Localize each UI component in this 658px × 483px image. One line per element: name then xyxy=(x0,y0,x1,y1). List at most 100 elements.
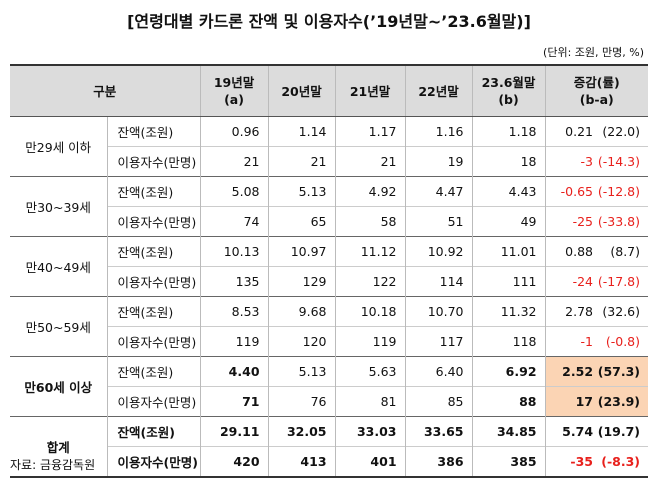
header-text: (a) xyxy=(224,92,244,107)
value-cell: 117 xyxy=(404,326,473,357)
rate-cell: (-14.3) xyxy=(595,146,649,177)
header-text: (b-a) xyxy=(579,92,614,107)
header-text: 20년말 xyxy=(281,83,322,99)
change-cell: 17 xyxy=(544,386,596,417)
row-item: 이용자수(만명) xyxy=(106,266,201,297)
value-cell: 11.32 xyxy=(471,296,546,327)
data-row: 만60세 이상 잔액(조원) 4.40 5.13 5.63 6.40 6.92 2.52 (57… xyxy=(10,356,649,417)
value-cell: 34.85 xyxy=(471,416,546,447)
value-cell: 8.53 xyxy=(199,296,269,327)
value-cell: 5.13 xyxy=(267,356,336,387)
value-cell: 74 xyxy=(199,206,269,237)
value-cell: 111 xyxy=(471,266,546,297)
value-cell: 385 xyxy=(471,446,546,478)
value-cell: 49 xyxy=(471,206,546,237)
value-cell: 21 xyxy=(267,146,336,177)
value-cell: 10.97 xyxy=(267,236,336,267)
value-cell: 51 xyxy=(404,206,473,237)
data-row: 합계 잔액(조원) 29.11 32.05 33.03 33.65 34.85 5.74 (19… xyxy=(10,416,649,478)
value-cell: 6.92 xyxy=(471,356,546,387)
change-cell: -3 xyxy=(544,146,596,177)
data-row: 이용자수(만명) 420 413 401 386 385 -35 (-8.3) xyxy=(10,446,649,478)
value-cell: 4.43 xyxy=(471,176,546,207)
value-cell: 85 xyxy=(404,386,473,417)
value-cell: 119 xyxy=(199,326,269,357)
rate-cell: (22.0) xyxy=(595,116,649,147)
header-cell: 20년말 xyxy=(267,64,336,117)
value-cell: 401 xyxy=(334,446,406,478)
data-row: 이용자수(만명) 21 21 21 19 18 -3 (-14.3) xyxy=(10,146,649,177)
data-row: 만30~39세 잔액(조원) 5.08 5.13 4.92 4.47 4.43 -0.65 (-… xyxy=(10,176,649,237)
rate-cell: (-12.8) xyxy=(595,176,649,207)
header-cell: 21년말 xyxy=(334,64,406,117)
group-label: 만29세 이하 xyxy=(10,116,107,177)
rate-cell: (-8.3) xyxy=(595,446,649,478)
value-cell: 420 xyxy=(199,446,269,478)
group-label: 합계 xyxy=(10,416,107,478)
value-cell: 6.40 xyxy=(404,356,473,387)
header-text: 19년말 xyxy=(213,75,255,90)
change-cell: 2.78 xyxy=(544,296,596,327)
row-item: 이용자수(만명) xyxy=(106,386,201,417)
change-cell: -1 xyxy=(544,326,596,357)
value-cell: 32.05 xyxy=(267,416,336,447)
rate-cell: (8.7) xyxy=(595,236,649,267)
group-label: 만40~49세 xyxy=(10,236,107,297)
data-row: 이용자수(만명) 71 76 81 85 88 17 (23.9) xyxy=(10,386,649,417)
value-cell: 9.68 xyxy=(267,296,336,327)
value-cell: 81 xyxy=(334,386,406,417)
row-item: 잔액(조원) xyxy=(106,356,201,387)
source: 자료: 금융감독원 xyxy=(10,458,96,472)
rate-cell: (32.6) xyxy=(595,296,649,327)
rate-cell: (23.9) xyxy=(595,386,649,417)
change-cell: -35 xyxy=(544,446,596,478)
value-cell: 129 xyxy=(267,266,336,297)
data-row: 이용자수(만명) 74 65 58 51 49 -25 (-33.8) xyxy=(10,206,649,237)
value-cell: 88 xyxy=(471,386,546,417)
value-cell: 33.03 xyxy=(334,416,406,447)
value-cell: 4.40 xyxy=(199,356,269,387)
value-cell: 33.65 xyxy=(404,416,473,447)
header-cell: 구분 xyxy=(10,64,201,117)
rate-cell: (57.3) xyxy=(595,356,649,387)
row-item: 잔액(조원) xyxy=(106,296,201,327)
value-cell: 4.92 xyxy=(334,176,406,207)
value-cell: 71 xyxy=(199,386,269,417)
row-item: 이용자수(만명) xyxy=(106,146,201,177)
change-cell: -0.65 xyxy=(544,176,596,207)
value-cell: 10.13 xyxy=(199,236,269,267)
data-table: 구분 19년말 (a) 20년말 21년말 22년말 23.6월말 (b) 증감(률) (b-a)… xyxy=(10,64,649,478)
header-text: 21년말 xyxy=(349,83,391,99)
value-cell: 4.47 xyxy=(404,176,473,207)
value-cell: 1.14 xyxy=(267,116,336,147)
value-cell: 5.13 xyxy=(267,176,336,207)
row-item: 이용자수(만명) xyxy=(106,206,201,237)
rate-cell: (-33.8) xyxy=(595,206,649,237)
value-cell: 58 xyxy=(334,206,406,237)
value-cell: 10.92 xyxy=(404,236,473,267)
rate-cell: (19.7) xyxy=(595,416,649,447)
change-cell: 0.88 xyxy=(544,236,596,267)
header-text: 22년말 xyxy=(418,83,459,99)
group-label: 만50~59세 xyxy=(10,296,107,357)
header-cell: 23.6월말 (b) xyxy=(471,64,546,117)
data-row: 만29세 이하 잔액(조원) 0.96 1.14 1.17 1.16 1.18 0.21 (22… xyxy=(10,116,649,177)
unit-note: (단위: 조원, 만명, %) xyxy=(543,46,644,59)
value-cell: 18 xyxy=(471,146,546,177)
change-cell: -25 xyxy=(544,206,596,237)
value-cell: 120 xyxy=(267,326,336,357)
value-cell: 118 xyxy=(471,326,546,357)
change-cell: 5.74 xyxy=(544,416,596,447)
change-cell: 2.52 xyxy=(544,356,596,387)
data-row: 이용자수(만명) 119 120 119 117 118 -1 (-0.8) xyxy=(10,326,649,357)
title: [연령대별 카드론 잔액 및 이용자수(’19년말~’23.6월말)] xyxy=(127,12,531,31)
value-cell: 119 xyxy=(334,326,406,357)
data-row: 만40~49세 잔액(조원) 10.13 10.97 11.12 10.92 11.01 0.… xyxy=(10,236,649,297)
row-item: 잔액(조원) xyxy=(106,116,201,147)
value-cell: 135 xyxy=(199,266,269,297)
value-cell: 0.96 xyxy=(199,116,269,147)
row-item: 이용자수(만명) xyxy=(106,326,201,357)
value-cell: 21 xyxy=(334,146,406,177)
value-cell: 5.08 xyxy=(199,176,269,207)
